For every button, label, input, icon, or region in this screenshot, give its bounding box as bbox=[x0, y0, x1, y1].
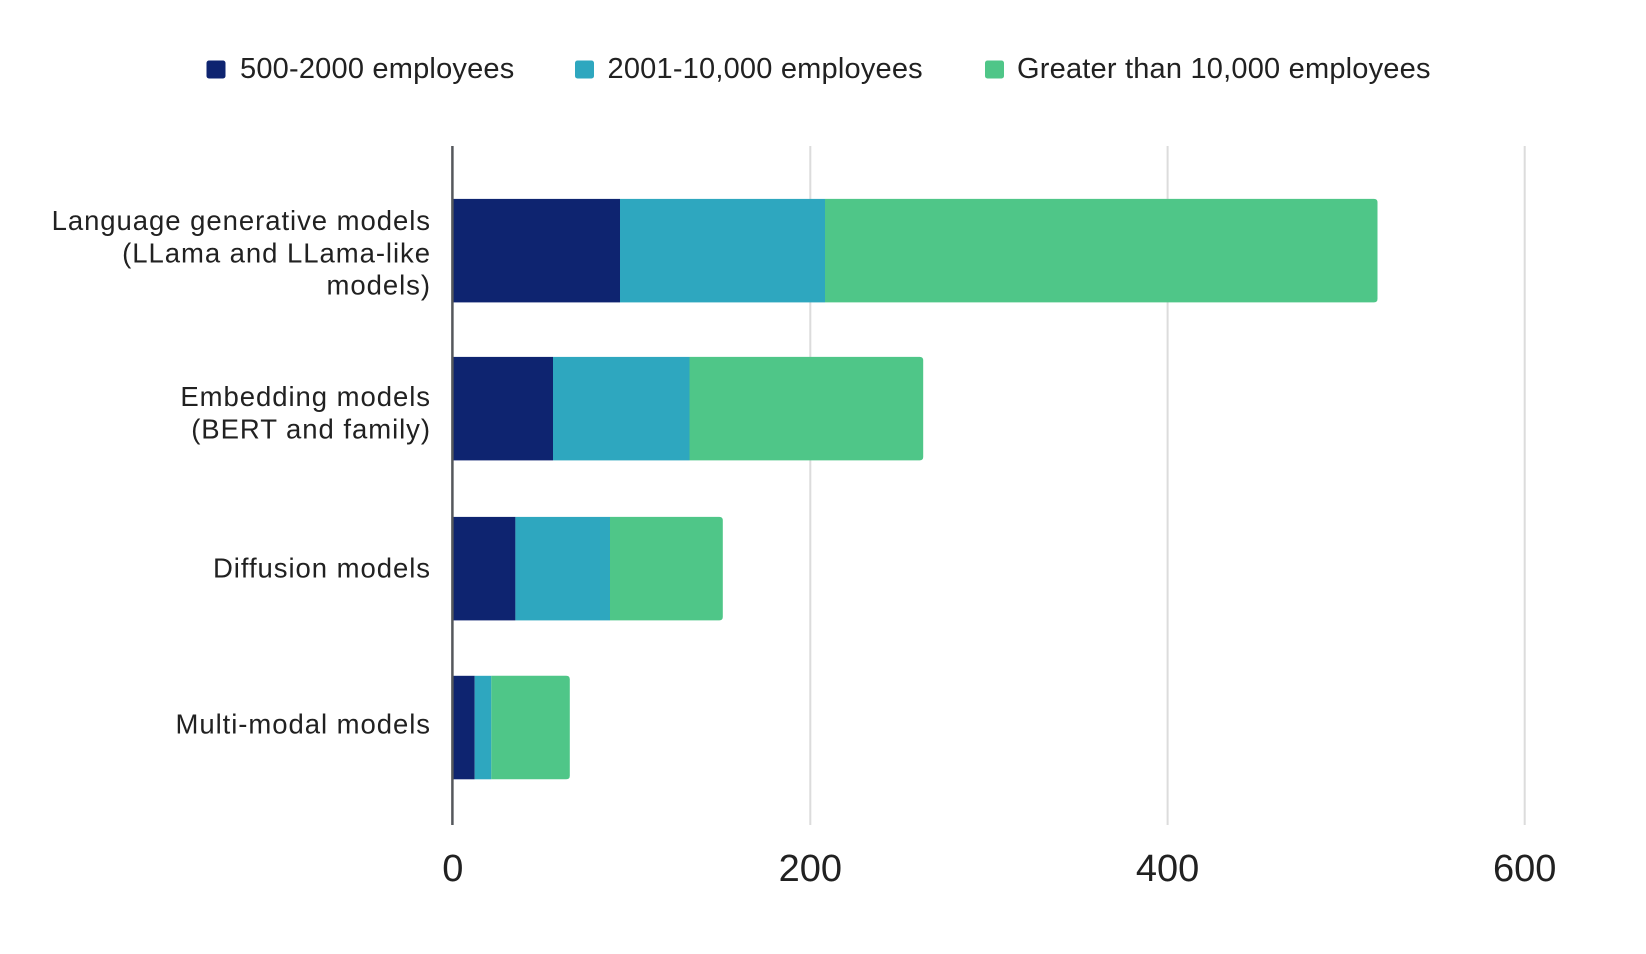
svg-text:200: 200 bbox=[779, 848, 842, 890]
svg-text:500-2000 employees: 500-2000 employees bbox=[240, 53, 514, 85]
svg-text:Diffusion models: Diffusion models bbox=[213, 553, 431, 584]
svg-text:(BERT and family): (BERT and family) bbox=[191, 414, 431, 445]
svg-text:Multi-modal models: Multi-modal models bbox=[175, 709, 431, 740]
svg-text:(LLama and LLama-like: (LLama and LLama-like bbox=[122, 237, 431, 268]
svg-text:Language generative models: Language generative models bbox=[52, 205, 431, 236]
svg-text:600: 600 bbox=[1493, 848, 1556, 890]
svg-text:400: 400 bbox=[1136, 848, 1199, 890]
svg-text:0: 0 bbox=[442, 848, 463, 890]
svg-text:models): models) bbox=[327, 270, 431, 301]
svg-text:2001-10,000 employees: 2001-10,000 employees bbox=[608, 53, 923, 85]
svg-text:Embedding models: Embedding models bbox=[180, 381, 431, 412]
svg-text:Greater than 10,000 employees: Greater than 10,000 employees bbox=[1017, 53, 1431, 85]
